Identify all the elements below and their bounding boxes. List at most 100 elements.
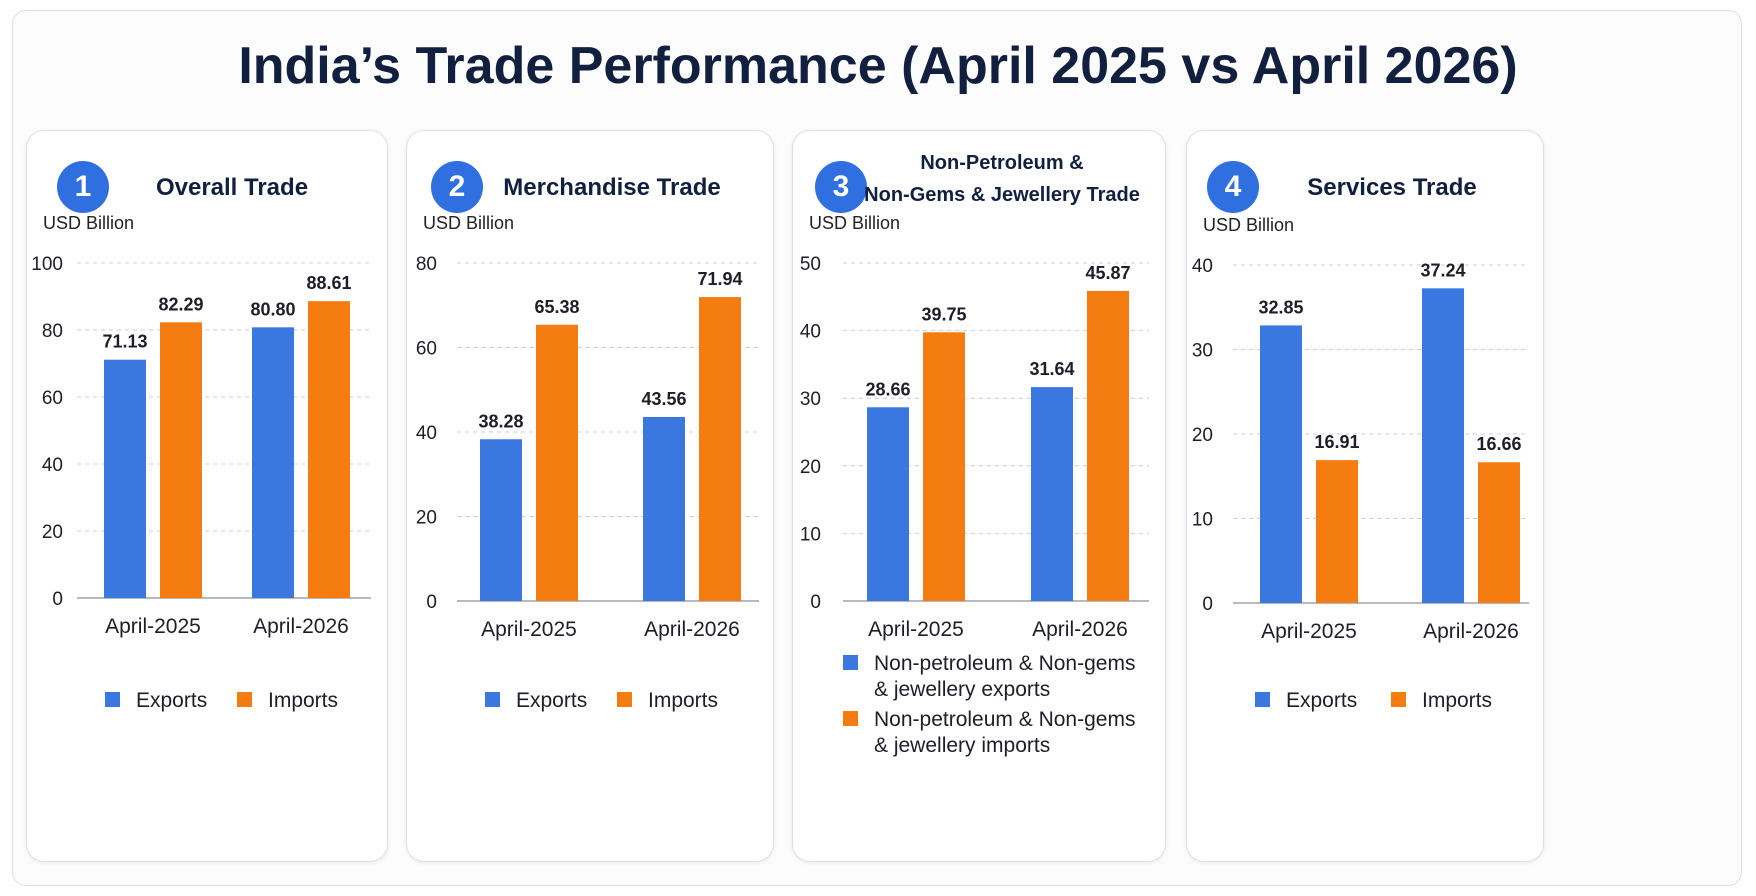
- legend-imports-label: Imports: [648, 689, 719, 712]
- legend-exports-line1: Non-petroleum & Non-gems: [874, 652, 1136, 675]
- y-tick-label: 30: [1192, 341, 1213, 362]
- legend-exports-swatch: [105, 692, 120, 707]
- data-label: 37.24: [1420, 260, 1465, 280]
- x-tick-label: April-2026: [1423, 620, 1519, 643]
- unit-label: USD Billion: [423, 213, 515, 233]
- legend-exports-swatch: [843, 655, 858, 670]
- bar-imports: [308, 301, 350, 598]
- legend-exports-swatch: [485, 692, 500, 707]
- data-label: 39.75: [921, 304, 966, 324]
- y-tick-label: 40: [800, 322, 821, 343]
- data-label: 16.66: [1476, 434, 1521, 454]
- legend-exports-swatch: [1255, 692, 1270, 707]
- data-label: 82.29: [158, 294, 203, 314]
- panel-title: Services Trade: [1307, 173, 1477, 201]
- legend-exports: Non-petroleum & Non-gems & jewellery exp…: [843, 651, 1135, 703]
- legend-imports-line2: & jewellery imports: [874, 734, 1051, 757]
- data-label: 65.38: [534, 297, 579, 317]
- panel-services-trade: 4 Services Trade USD Billion 0 10 20 30 40 32…: [1186, 130, 1544, 862]
- bar-exports: [104, 359, 146, 598]
- data-label: 45.87: [1085, 263, 1130, 283]
- y-tick-label: 60: [416, 339, 437, 360]
- bar-exports: [1031, 387, 1073, 601]
- chart-services-trade: 0 10 20 30 40 32.85 16.91 April-2025 37.24 16.66 A…: [1192, 256, 1529, 643]
- chart-overall-trade: 0 20 40 60 80 100 71.13 82.29 April-2025 80.80 88.…: [31, 254, 371, 638]
- legend-imports-line1: Non-petroleum & Non-gems: [874, 708, 1136, 731]
- panel-title: Overall Trade: [155, 173, 309, 201]
- bar-exports: [643, 416, 685, 601]
- data-label: 80.80: [250, 299, 295, 319]
- data-label: 71.94: [697, 269, 742, 289]
- y-tick-label: 0: [810, 592, 821, 613]
- y-tick-label: 0: [1202, 594, 1213, 615]
- bar-exports: [252, 327, 294, 598]
- legend-exports-label: Exports: [1286, 689, 1358, 712]
- legend-imports: Imports: [1391, 688, 1492, 714]
- bar-imports: [1478, 462, 1520, 603]
- y-tick-label: 80: [42, 321, 63, 342]
- legend-exports-line2: & jewellery exports: [874, 678, 1051, 701]
- data-label: 16.91: [1314, 432, 1359, 452]
- bar-exports: [1260, 325, 1302, 603]
- chart-non-petroleum-trade: 0 10 20 30 40 50 28.66 39.75 April-2025 31.64 45.8…: [800, 254, 1149, 641]
- unit-label: USD Billion: [43, 213, 135, 233]
- panel-title-line1: Non-Petroleum &: [920, 152, 1084, 174]
- x-tick-label: April-2026: [644, 618, 740, 641]
- data-label: 38.28: [478, 411, 523, 431]
- panel-non-petroleum-trade: 3 Non-Petroleum & Non-Gems & Jewellery T…: [792, 130, 1166, 862]
- unit-label: USD Billion: [1203, 215, 1295, 235]
- panel-number-badge: 3: [815, 161, 867, 213]
- legend-imports: Non-petroleum & Non-gems & jewellery imp…: [843, 707, 1135, 759]
- bar-imports: [923, 332, 965, 601]
- data-label: 32.85: [1258, 297, 1303, 317]
- bar-imports: [160, 322, 202, 598]
- y-tick-label: 60: [42, 388, 63, 409]
- bar-imports: [699, 297, 741, 601]
- panel-overall-trade: 1 Overall Trade USD Billion 0 20 40 60 80 100…: [26, 130, 388, 862]
- legend-imports-label: Non-petroleum & Non-gems & jewellery imp…: [874, 707, 1135, 759]
- x-tick-label: April-2026: [253, 615, 349, 638]
- x-tick-label: April-2025: [868, 618, 964, 641]
- y-tick-label: 0: [426, 592, 437, 613]
- panel-merchandise-trade: 2 Merchandise Trade USD Billion 0 20 40 60 8…: [406, 130, 774, 862]
- legend-exports-label: Non-petroleum & Non-gems & jewellery exp…: [874, 651, 1135, 703]
- y-tick-label: 20: [800, 457, 821, 478]
- panel-title-line2: Non-Gems & Jewellery Trade: [864, 184, 1140, 206]
- unit-label: USD Billion: [809, 213, 901, 233]
- x-tick-label: April-2025: [481, 618, 577, 641]
- chart-merchandise-trade: 0 20 40 60 80 38.28 65.38 April-2025 43.56 71.94 A…: [416, 254, 759, 641]
- legend-imports: Imports: [237, 688, 338, 714]
- x-tick-label: April-2026: [1032, 618, 1128, 641]
- x-tick-label: April-2025: [105, 615, 201, 638]
- y-tick-label: 30: [800, 389, 821, 410]
- bar-imports: [1087, 290, 1129, 601]
- x-tick-label: April-2025: [1261, 620, 1357, 643]
- page-title: India’s Trade Performance (April 2025 vs…: [238, 37, 1518, 95]
- legend-imports-swatch: [843, 711, 858, 726]
- data-label: 31.64: [1029, 359, 1074, 379]
- bar-exports: [480, 439, 522, 601]
- panel-number-badge: 2: [431, 161, 483, 213]
- legend-imports-label: Imports: [268, 689, 339, 712]
- panel-number-badge: 1: [57, 161, 109, 213]
- y-tick-label: 20: [1192, 425, 1213, 446]
- y-tick-label: 10: [1192, 510, 1213, 531]
- y-tick-label: 10: [800, 524, 821, 545]
- legend-exports-label: Exports: [136, 689, 208, 712]
- y-tick-label: 80: [416, 254, 437, 275]
- y-tick-label: 40: [42, 455, 63, 476]
- legend-exports-label: Exports: [516, 689, 588, 712]
- panel-title: Non-Petroleum & Non-Gems & Jewellery Tra…: [857, 139, 1147, 219]
- bar-imports: [536, 324, 578, 601]
- legend-imports-swatch: [237, 692, 252, 707]
- legend-imports-label: Imports: [1422, 689, 1493, 712]
- panel-title: Merchandise Trade: [503, 173, 721, 201]
- legend-imports-swatch: [617, 692, 632, 707]
- y-tick-label: 40: [1192, 256, 1213, 277]
- y-tick-label: 20: [416, 508, 437, 529]
- legend-imports-swatch: [1391, 692, 1406, 707]
- legend-exports: Exports: [485, 688, 587, 714]
- y-tick-label: 20: [42, 522, 63, 543]
- y-tick-label: 100: [31, 254, 63, 275]
- legend-exports: Exports: [1255, 688, 1357, 714]
